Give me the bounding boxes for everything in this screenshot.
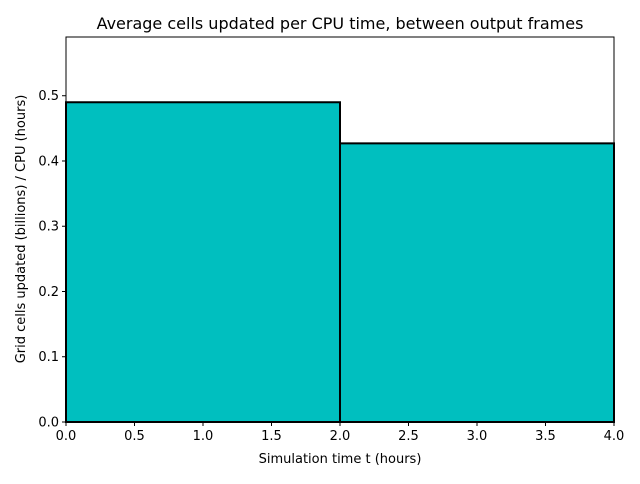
x-axis-label: Simulation time t (hours) (259, 452, 422, 467)
axes-layer: 0.0 0.5 1.0 1.5 2.0 2.5 3.0 3.5 4.0 0.0 0.1 0.2 0.3 0… (38, 36, 625, 444)
chart-title: Average cells updated per CPU time, betw… (97, 14, 584, 33)
x-tick-label: 0.5 (124, 429, 145, 444)
x-tick-label: 1.5 (261, 429, 282, 444)
x-tick-label: 1.0 (193, 429, 214, 444)
y-tick-label: 0.0 (38, 416, 59, 431)
y-tick-label: 0.4 (38, 154, 59, 169)
x-tick-label: 3.5 (535, 429, 556, 444)
x-tick-label: 4.0 (604, 429, 625, 444)
y-tick-label: 0.3 (38, 220, 59, 235)
x-tick-label: 2.0 (330, 429, 351, 444)
bar-0 (65, 101, 341, 423)
bars-layer (65, 101, 615, 423)
x-tick-label: 0.0 (56, 429, 77, 444)
bar-1 (339, 142, 615, 423)
x-tick-label: 3.0 (467, 429, 488, 444)
y-tick-label: 0.5 (38, 89, 59, 104)
y-tick-label: 0.1 (38, 350, 59, 365)
y-tick-label: 0.2 (38, 285, 59, 300)
x-tick-label: 2.5 (398, 429, 419, 444)
y-axis-label: Grid cells updated (billions) / CPU (hou… (14, 95, 29, 364)
